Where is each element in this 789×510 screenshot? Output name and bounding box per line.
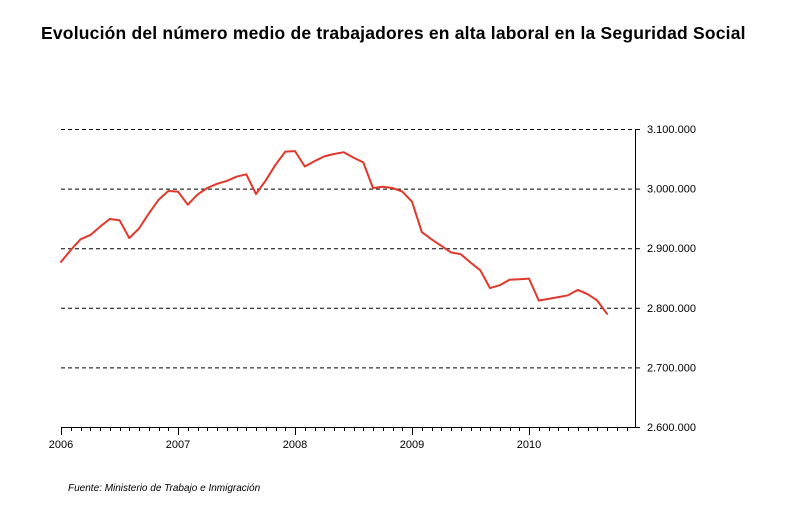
x-tick-label: 2010 (517, 439, 541, 451)
x-tick-label: 2008 (283, 439, 307, 451)
series (60, 150, 608, 315)
y-axis: 3.100.000 3.000.000 2.900.000 2.800.000 2.70… (635, 124, 696, 434)
y-tick-label: 3.100.000 (647, 124, 696, 136)
source-note: Fuente: Ministerio de Trabajo e Inmigrac… (68, 483, 261, 494)
chart-title: Evolución del número medio de trabajador… (41, 23, 746, 43)
y-tick-label: 2.700.000 (647, 362, 696, 374)
x-tick-label: 2006 (49, 439, 73, 451)
y-tick-label: 3.000.000 (647, 184, 696, 196)
x-axis: 2006 2007 2008 2009 2010 (49, 427, 636, 451)
y-tick-label: 2.900.000 (647, 243, 696, 255)
series-line (60, 150, 608, 315)
y-tick-label: 2.600.000 (647, 422, 696, 434)
grid-lines (61, 129, 635, 369)
y-tick-label: 2.800.000 (647, 303, 696, 315)
x-tick-label: 2009 (400, 439, 424, 451)
x-tick-label: 2007 (166, 439, 190, 451)
